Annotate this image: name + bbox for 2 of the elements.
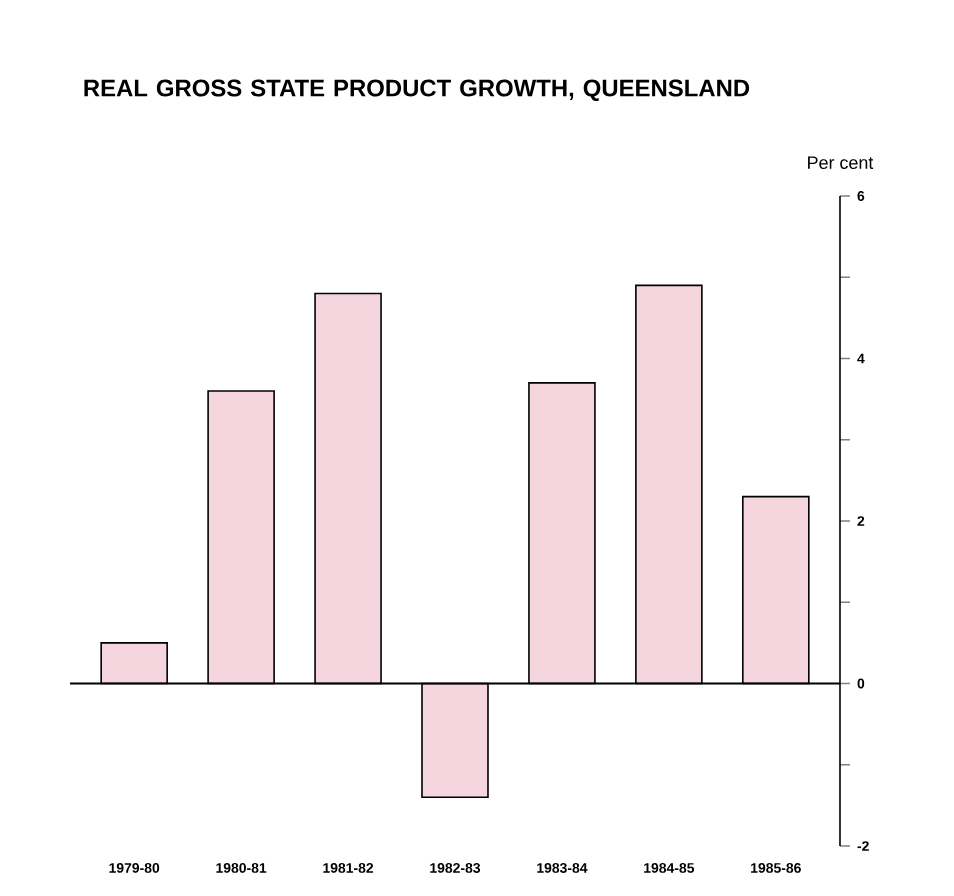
y-axis-title: Per cent bbox=[808, 156, 874, 169]
chart-title: REAL GROSS STATE PRODUCT GROWTH, QUEENSLAND bbox=[84, 79, 750, 102]
